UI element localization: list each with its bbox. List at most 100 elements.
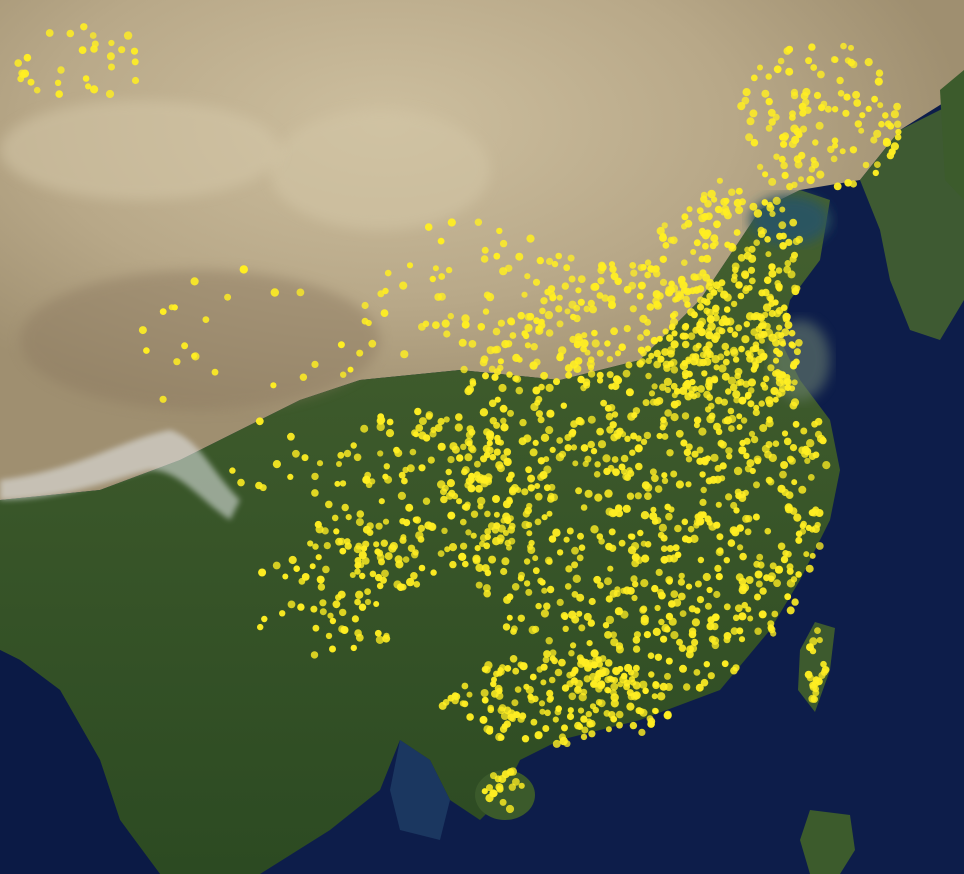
location-marker: [767, 364, 775, 372]
location-marker: [604, 340, 611, 347]
location-marker: [634, 492, 642, 500]
location-marker: [543, 650, 551, 658]
location-marker: [874, 77, 883, 86]
location-marker: [325, 632, 333, 640]
location-marker: [738, 396, 747, 405]
location-marker: [774, 565, 784, 574]
location-marker: [530, 343, 538, 351]
location-marker: [679, 664, 687, 673]
location-marker: [518, 782, 525, 789]
location-marker: [80, 23, 88, 31]
location-marker: [693, 239, 701, 247]
location-marker: [759, 424, 768, 432]
location-marker: [666, 545, 674, 552]
location-marker: [506, 475, 513, 483]
location-marker: [415, 424, 424, 432]
location-marker: [526, 234, 535, 243]
location-marker: [490, 790, 498, 797]
location-marker: [715, 573, 723, 581]
location-marker: [468, 476, 475, 484]
location-marker: [631, 559, 640, 568]
location-marker: [506, 614, 513, 621]
location-marker: [615, 645, 624, 654]
location-marker: [539, 579, 546, 586]
location-marker: [427, 456, 435, 464]
location-marker: [844, 57, 852, 64]
location-marker: [413, 431, 419, 438]
location-marker: [532, 439, 539, 446]
location-marker: [394, 555, 403, 564]
location-marker: [424, 223, 433, 231]
location-marker: [258, 568, 267, 577]
location-marker: [691, 638, 699, 647]
location-marker: [477, 496, 486, 506]
location-marker: [750, 138, 759, 147]
location-marker: [398, 471, 406, 479]
location-marker: [703, 661, 710, 668]
location-marker: [703, 357, 712, 366]
location-marker: [515, 386, 524, 395]
location-marker: [118, 46, 126, 54]
location-marker: [711, 335, 719, 344]
location-marker: [791, 479, 798, 486]
location-marker: [542, 656, 550, 664]
location-marker: [108, 63, 115, 71]
location-marker: [429, 275, 436, 283]
location-marker: [803, 551, 810, 558]
location-marker: [682, 381, 691, 390]
location-marker: [533, 317, 540, 325]
location-marker: [89, 32, 97, 39]
location-marker: [704, 381, 713, 390]
location-marker: [657, 355, 665, 363]
location-marker: [772, 440, 780, 448]
location-marker: [440, 495, 448, 504]
location-marker: [464, 481, 472, 489]
location-marker: [437, 292, 446, 301]
location-marker: [871, 95, 878, 103]
location-marker: [556, 437, 564, 444]
location-marker: [534, 518, 542, 526]
location-marker: [443, 330, 451, 338]
location-marker: [573, 314, 581, 323]
location-marker: [373, 541, 380, 548]
location-marker: [657, 692, 666, 701]
location-marker: [660, 545, 668, 552]
location-marker: [590, 447, 598, 455]
location-marker: [525, 588, 533, 596]
location-marker: [644, 259, 652, 266]
location-marker: [355, 633, 364, 642]
location-marker: [664, 672, 671, 680]
location-marker: [535, 602, 542, 610]
location-marker: [353, 545, 362, 554]
location-marker: [768, 269, 777, 278]
location-marker: [795, 339, 803, 347]
location-marker: [781, 328, 790, 337]
location-marker: [699, 471, 706, 478]
location-marker: [517, 575, 525, 582]
location-marker: [759, 587, 767, 595]
location-marker: [586, 640, 593, 647]
location-marker: [637, 334, 644, 341]
location-marker: [737, 253, 746, 262]
location-marker: [671, 330, 678, 337]
location-marker: [382, 287, 389, 295]
location-marker: [773, 309, 782, 318]
location-marker: [611, 456, 619, 463]
location-marker: [629, 262, 637, 269]
location-marker: [317, 583, 326, 591]
location-marker: [617, 681, 624, 688]
location-marker: [653, 360, 662, 369]
location-marker: [409, 448, 417, 456]
location-marker: [733, 466, 743, 476]
location-marker: [799, 528, 807, 535]
location-marker: [445, 266, 453, 274]
location-marker: [663, 711, 672, 720]
location-marker: [493, 448, 501, 456]
location-marker: [785, 67, 794, 76]
location-marker: [854, 120, 862, 128]
location-marker: [540, 609, 550, 618]
location-marker: [849, 146, 858, 154]
location-marker: [437, 480, 446, 489]
location-marker: [509, 332, 517, 339]
